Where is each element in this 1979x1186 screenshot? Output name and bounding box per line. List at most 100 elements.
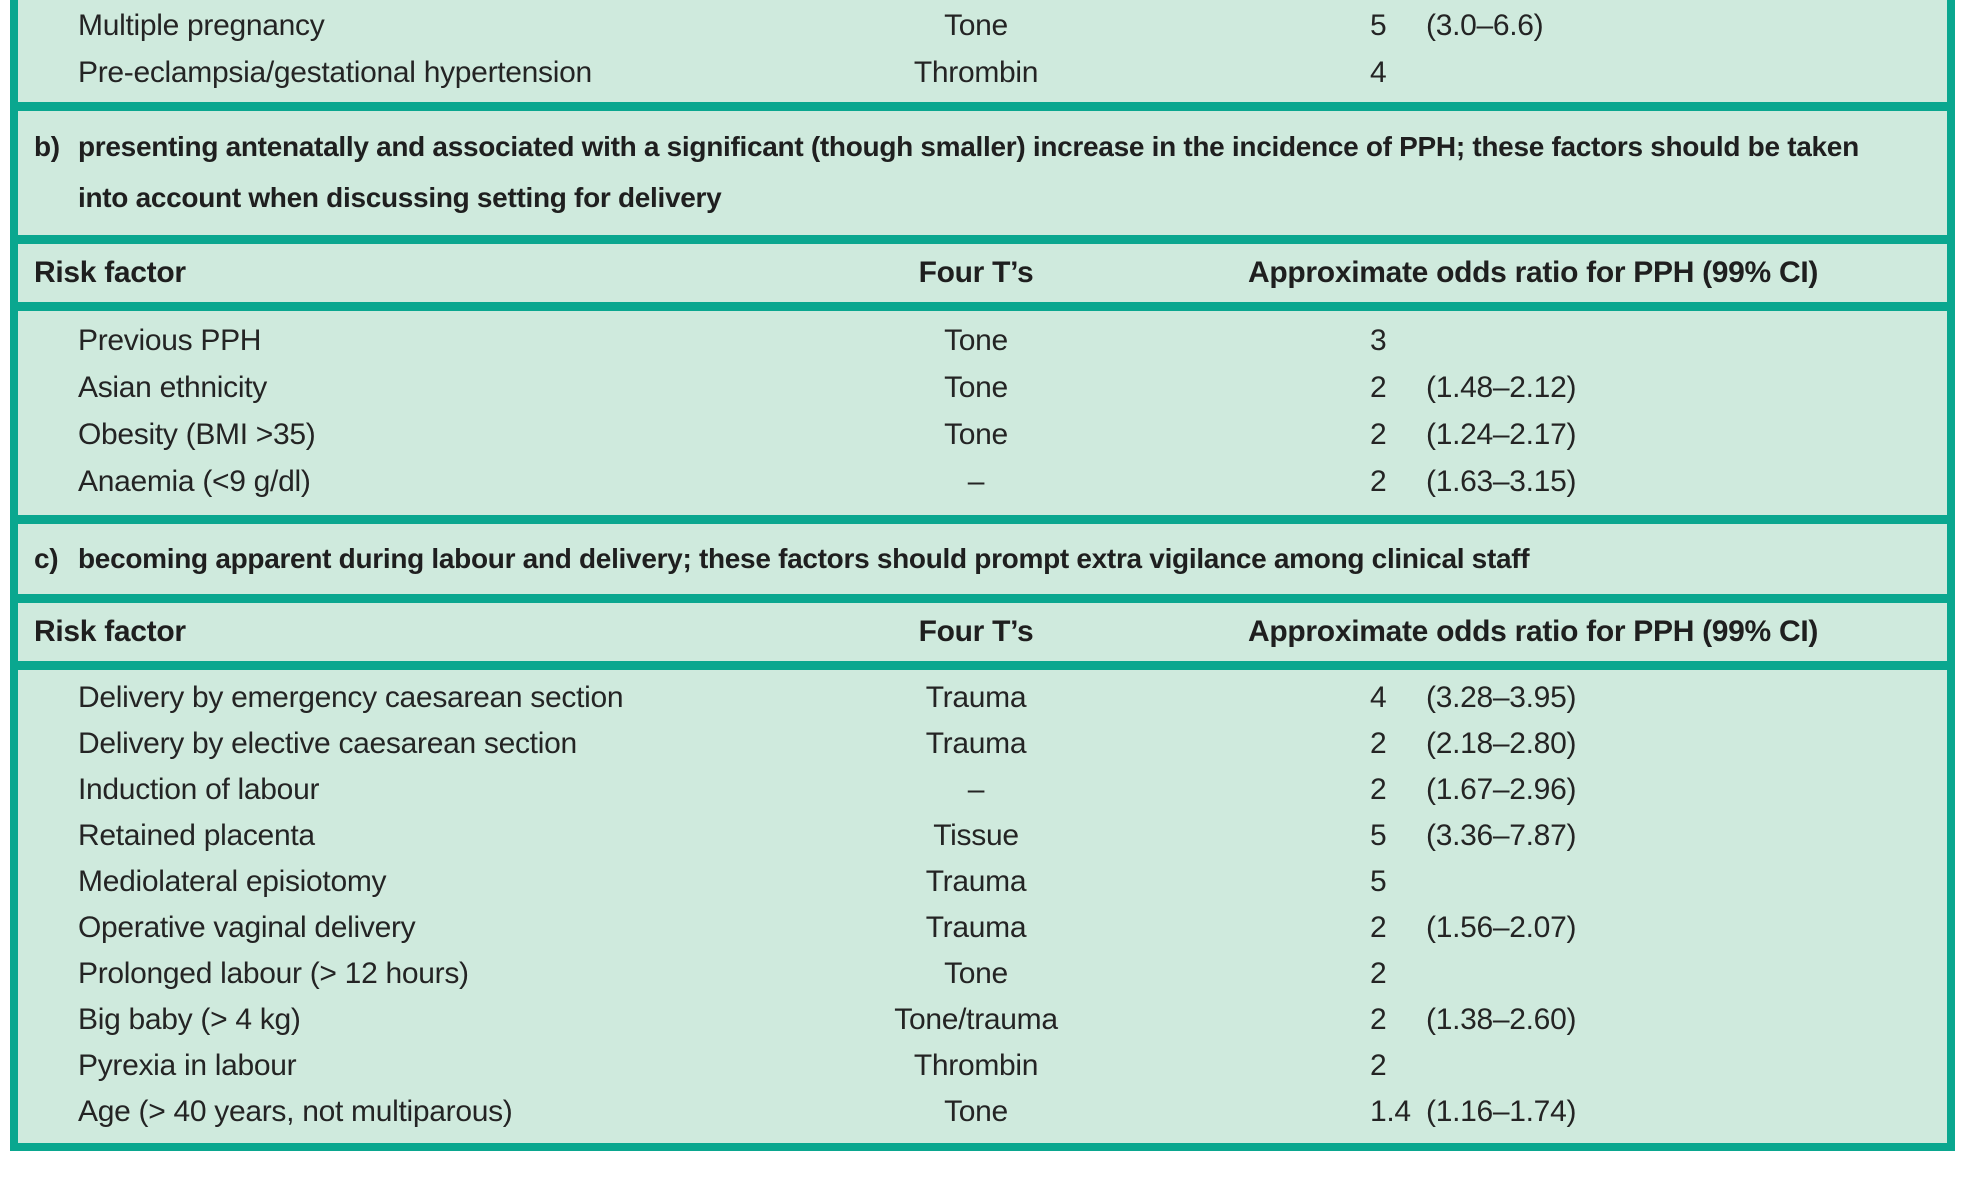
odds-ratio-value: 2 xyxy=(1370,1003,1387,1036)
odds-ratio-value: 5 xyxy=(1370,8,1387,42)
risk-factor-label: Age (> 40 years, not multiparous) xyxy=(78,1095,513,1128)
four-ts-column-header: Four T’s xyxy=(918,256,1034,289)
separator xyxy=(18,661,1947,670)
odds-cell: 5 xyxy=(1096,865,1947,899)
odds-cell: 2 xyxy=(1096,957,1947,991)
odds-ratio-value: 4 xyxy=(1370,55,1387,89)
confidence-interval-value: (1.24–2.17) xyxy=(1426,417,1577,451)
section-c-description-text: becoming apparent during labour and deli… xyxy=(78,533,1917,584)
odds-cell: 2 (1.38–2.60) xyxy=(1096,1003,1947,1037)
section-b-marker: b) xyxy=(34,131,60,162)
table-row: Big baby (> 4 kg) Tone/trauma 2 (1.38–2.… xyxy=(18,997,1947,1043)
odds-ratio-column-header: Approximate odds ratio for PPH (99% CI) xyxy=(1248,615,1819,648)
table-row: Operative vaginal delivery Trauma 2 (1.5… xyxy=(18,905,1947,951)
confidence-interval-value: (1.48–2.12) xyxy=(1426,370,1577,404)
four-t-value: – xyxy=(967,773,985,806)
risk-factor-label: Asian ethnicity xyxy=(78,370,267,404)
confidence-interval-value: (1.16–1.74) xyxy=(1426,1095,1577,1128)
risk-factor-label: Retained placenta xyxy=(78,819,315,852)
odds-ratio-value: 4 xyxy=(1370,681,1387,714)
risk-factor-label: Multiple pregnancy xyxy=(78,8,325,42)
odds-ratio-value: 3 xyxy=(1370,323,1387,357)
risk-factor-label: Delivery by elective caesarean section xyxy=(78,727,577,760)
four-t-value: Tissue xyxy=(933,819,1019,852)
section-c-header-row: Risk factor Four T’s Approximate odds ra… xyxy=(18,603,1947,661)
odds-ratio-value: 1.4 xyxy=(1370,1095,1411,1128)
description-line: becoming apparent during labour and deli… xyxy=(78,543,1530,574)
odds-ratio-value: 5 xyxy=(1370,819,1387,852)
four-t-value: Trauma xyxy=(925,911,1027,944)
table-row: Age (> 40 years, not multiparous) Tone 1… xyxy=(18,1089,1947,1135)
table-row: Asian ethnicity Tone 2 (1.48–2.12) xyxy=(18,364,1947,411)
four-t-value: Trauma xyxy=(925,727,1027,760)
odds-cell: 2 xyxy=(1096,1049,1947,1083)
four-t-value: Tone xyxy=(944,370,1008,404)
table-row: Previous PPH Tone 3 xyxy=(18,317,1947,364)
odds-cell: 3 xyxy=(1096,324,1947,358)
separator xyxy=(18,302,1947,311)
confidence-interval-value: (2.18–2.80) xyxy=(1426,727,1577,760)
risk-factor-label: Induction of labour xyxy=(78,773,320,806)
section-b-description: b) presenting antenatally and associated… xyxy=(18,111,1947,235)
odds-ratio-value: 2 xyxy=(1370,464,1387,498)
four-t-value: Trauma xyxy=(925,681,1027,714)
odds-cell: 5 (3.0–6.6) xyxy=(1096,9,1947,43)
confidence-interval-value: (3.28–3.95) xyxy=(1426,681,1577,714)
confidence-interval-value: (3.36–7.87) xyxy=(1426,819,1577,852)
section-c-description: c) becoming apparent during labour and d… xyxy=(18,524,1947,594)
odds-ratio-value: 2 xyxy=(1370,370,1387,404)
odds-cell: 4 xyxy=(1096,56,1947,90)
table-row: Multiple pregnancy Tone 5 (3.0–6.6) xyxy=(18,2,1947,49)
risk-factor-column-header: Risk factor xyxy=(34,256,186,289)
section-b-description-text: presenting antenatally and associated wi… xyxy=(78,121,1917,223)
risk-factor-label: Anaemia (<9 g/dl) xyxy=(78,464,311,498)
confidence-interval-value: (1.67–2.96) xyxy=(1426,773,1577,806)
four-t-value: Trauma xyxy=(925,865,1027,898)
pph-risk-factor-table: Multiple pregnancy Tone 5 (3.0–6.6) Pre-… xyxy=(10,0,1955,1151)
odds-ratio-value: 2 xyxy=(1370,1049,1387,1082)
table-row: Induction of labour – 2 (1.67–2.96) xyxy=(18,767,1947,813)
odds-ratio-value: 2 xyxy=(1370,773,1387,806)
description-line: into account when discussing setting for… xyxy=(78,182,722,213)
separator xyxy=(18,594,1947,603)
section-c-rows: Delivery by emergency caesarean section … xyxy=(18,670,1947,1143)
table-row: Retained placenta Tissue 5 (3.36–7.87) xyxy=(18,813,1947,859)
odds-cell: 4 (3.28–3.95) xyxy=(1096,681,1947,715)
odds-cell: 2 (1.24–2.17) xyxy=(1096,418,1947,452)
table-row: Prolonged labour (> 12 hours) Tone 2 xyxy=(18,951,1947,997)
risk-factor-label: Pre-eclampsia/gestational hypertension xyxy=(78,55,592,89)
four-ts-column-header: Four T’s xyxy=(918,615,1034,648)
table-row: Delivery by emergency caesarean section … xyxy=(18,675,1947,721)
odds-ratio-value: 2 xyxy=(1370,417,1387,451)
risk-factor-label: Previous PPH xyxy=(78,323,262,357)
risk-factor-label: Mediolateral episiotomy xyxy=(78,865,387,898)
odds-ratio-value: 2 xyxy=(1370,957,1387,990)
risk-factor-label: Big baby (> 4 kg) xyxy=(78,1003,301,1036)
table-row: Pre-eclampsia/gestational hypertension T… xyxy=(18,49,1947,96)
table-row: Obesity (BMI >35) Tone 2 (1.24–2.17) xyxy=(18,411,1947,458)
odds-cell: 2 (2.18–2.80) xyxy=(1096,727,1947,761)
table-row: Delivery by elective caesarean section T… xyxy=(18,721,1947,767)
risk-factor-label: Pyrexia in labour xyxy=(78,1049,297,1082)
table-row: Anaemia (<9 g/dl) – 2 (1.63–3.15) xyxy=(18,458,1947,505)
odds-cell: 5 (3.36–7.87) xyxy=(1096,819,1947,853)
odds-cell: 2 (1.63–3.15) xyxy=(1096,465,1947,499)
four-t-value: Tone xyxy=(944,8,1008,42)
separator xyxy=(18,235,1947,244)
odds-ratio-value: 5 xyxy=(1370,865,1387,898)
four-t-value: Thrombin xyxy=(913,1049,1039,1082)
four-t-value: Tone xyxy=(944,957,1008,990)
four-t-value: Tone/trauma xyxy=(894,1003,1058,1036)
section-c-marker: c) xyxy=(34,543,59,574)
risk-factor-label: Prolonged labour (> 12 hours) xyxy=(78,957,469,990)
table-row: Mediolateral episiotomy Trauma 5 xyxy=(18,859,1947,905)
confidence-interval-value: (3.0–6.6) xyxy=(1426,8,1544,42)
separator xyxy=(18,102,1947,111)
odds-ratio-column-header: Approximate odds ratio for PPH (99% CI) xyxy=(1248,256,1819,289)
four-t-value: Tone xyxy=(944,417,1008,451)
confidence-interval-value: (1.38–2.60) xyxy=(1426,1003,1577,1036)
odds-ratio-value: 2 xyxy=(1370,911,1387,944)
confidence-interval-value: (1.56–2.07) xyxy=(1426,911,1577,944)
odds-cell: 1.4 (1.16–1.74) xyxy=(1096,1095,1947,1129)
risk-factor-label: Delivery by emergency caesarean section xyxy=(78,681,624,714)
